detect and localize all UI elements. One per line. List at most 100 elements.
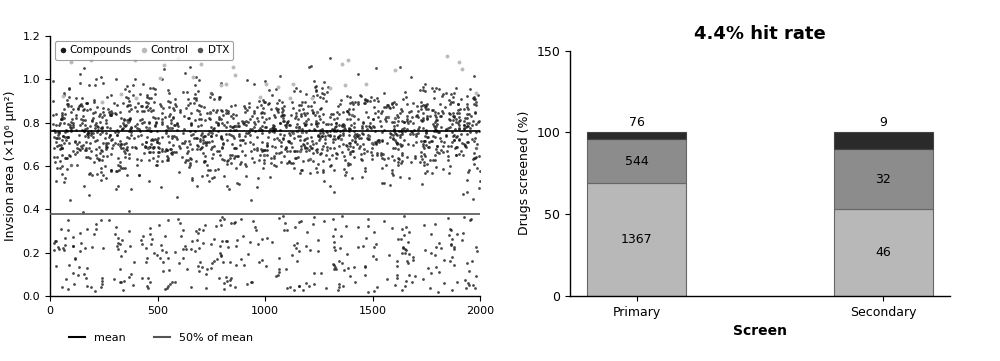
Point xyxy=(459,115,475,121)
Point xyxy=(231,181,247,187)
Point xyxy=(115,126,131,131)
Point xyxy=(426,128,442,134)
Point xyxy=(354,125,370,131)
Point xyxy=(361,136,377,142)
Point xyxy=(65,148,81,154)
Point xyxy=(413,117,429,123)
Point xyxy=(272,121,288,126)
Point xyxy=(276,227,292,233)
Point xyxy=(60,227,76,233)
Point xyxy=(327,264,343,269)
Point xyxy=(436,280,452,286)
Point xyxy=(241,104,257,110)
Point xyxy=(330,134,346,139)
Point xyxy=(303,103,319,109)
Point xyxy=(340,160,356,166)
Point xyxy=(89,129,105,135)
Point xyxy=(140,285,156,291)
Point xyxy=(315,111,331,117)
Point xyxy=(209,148,225,154)
Point xyxy=(398,247,414,252)
Point xyxy=(89,104,105,110)
Point xyxy=(276,132,292,138)
Point xyxy=(335,283,351,288)
Point xyxy=(279,120,295,126)
Point xyxy=(267,126,283,131)
Point xyxy=(263,106,279,112)
Point xyxy=(254,130,270,135)
Point xyxy=(355,243,371,249)
Point xyxy=(295,158,311,164)
Point xyxy=(342,161,358,167)
Point xyxy=(366,229,382,235)
Point xyxy=(425,157,441,162)
Point xyxy=(420,265,436,271)
Point xyxy=(209,256,225,262)
Point xyxy=(213,134,229,140)
Point xyxy=(245,141,261,147)
Point xyxy=(257,99,273,105)
Point xyxy=(462,217,478,223)
Point xyxy=(54,152,70,158)
Point xyxy=(357,272,373,278)
Text: 46: 46 xyxy=(876,246,891,259)
Point xyxy=(149,129,165,134)
Point xyxy=(228,113,244,118)
Point xyxy=(308,87,324,93)
Point xyxy=(380,114,396,120)
Point xyxy=(448,152,464,158)
Point xyxy=(468,90,484,96)
Point xyxy=(55,134,71,139)
Point xyxy=(219,161,235,167)
Point xyxy=(255,165,271,171)
Point xyxy=(95,81,111,86)
Point xyxy=(382,182,398,188)
Point xyxy=(191,78,207,83)
Point xyxy=(47,129,63,135)
Point xyxy=(191,102,207,108)
Point xyxy=(298,118,314,124)
Point xyxy=(379,140,395,146)
Point xyxy=(175,255,191,261)
Point xyxy=(194,173,210,179)
Point xyxy=(405,142,421,148)
Point xyxy=(322,132,338,138)
Point xyxy=(421,139,437,145)
Point xyxy=(93,284,109,290)
Point xyxy=(385,135,401,141)
Point xyxy=(84,172,100,178)
Point xyxy=(263,155,279,160)
Point xyxy=(422,157,438,162)
Point xyxy=(91,157,107,163)
Point xyxy=(289,128,305,134)
Point xyxy=(396,137,412,143)
Point xyxy=(93,177,109,183)
Point xyxy=(223,104,239,109)
Point xyxy=(385,145,401,151)
Point xyxy=(171,260,187,266)
Point xyxy=(401,251,417,257)
Point xyxy=(370,108,386,114)
Point xyxy=(46,247,62,253)
Point xyxy=(386,128,402,134)
Point xyxy=(355,141,371,147)
Point xyxy=(415,115,431,121)
Point xyxy=(118,147,134,152)
Point xyxy=(282,284,298,290)
Point xyxy=(242,132,258,138)
Point xyxy=(446,138,462,143)
Point xyxy=(264,92,280,98)
Point xyxy=(95,153,111,159)
Point xyxy=(71,132,87,138)
Point xyxy=(460,280,476,286)
Point xyxy=(467,109,483,115)
Point xyxy=(237,133,253,139)
Point xyxy=(303,122,319,127)
Point xyxy=(297,122,313,128)
Point xyxy=(305,221,321,227)
Point xyxy=(158,128,174,134)
Point xyxy=(256,110,272,116)
Point xyxy=(93,147,109,153)
Point xyxy=(149,139,165,145)
Point xyxy=(354,123,370,129)
